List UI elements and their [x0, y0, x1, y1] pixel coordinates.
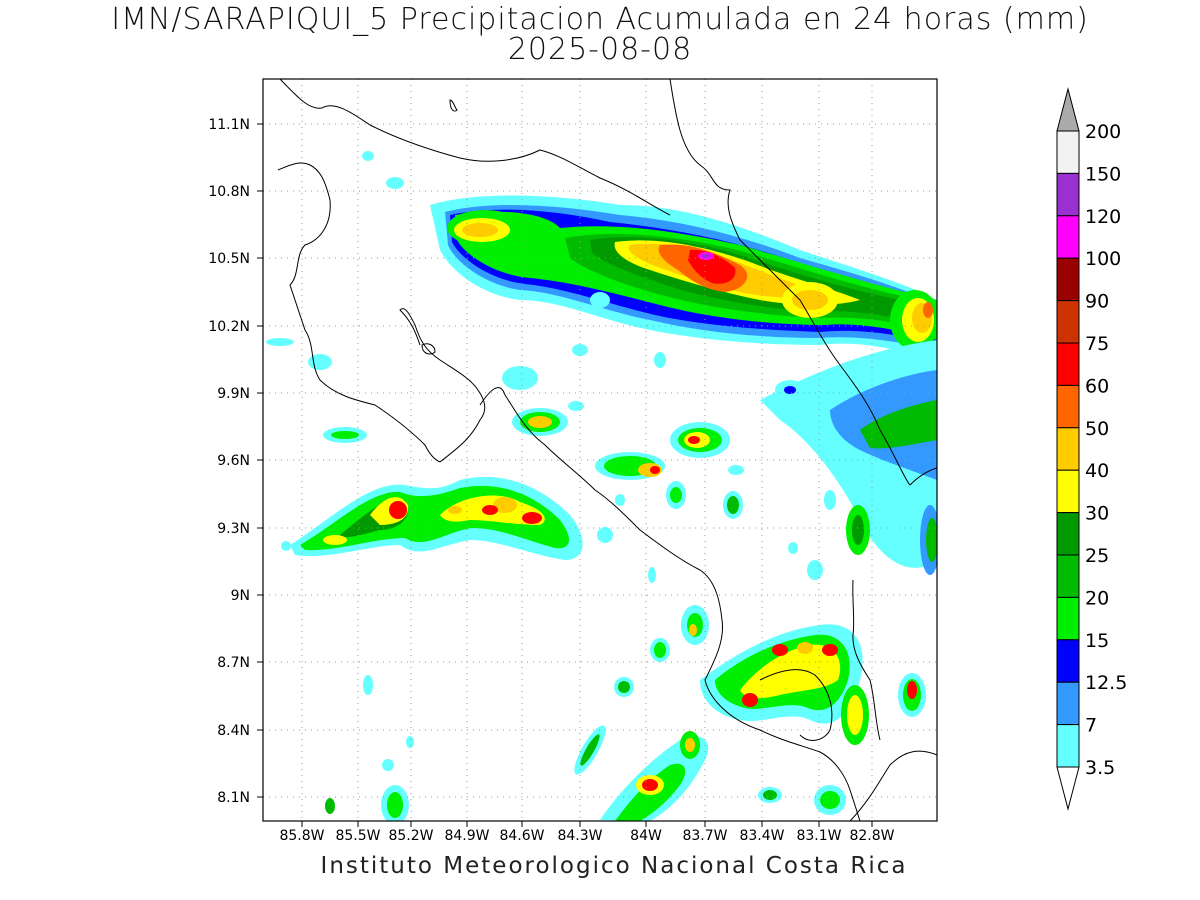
lon-tick-label: 84.6W [499, 828, 544, 844]
lat-tick-label: 8.1N [217, 790, 250, 806]
precip-blob-pacific-band [290, 476, 583, 560]
lat-tick-label: 9.6N [217, 453, 250, 469]
map-title: IMN/SARAPIQUI_5 Precipitacion Acumulada … [111, 2, 1089, 37]
lat-tick-label: 9N [231, 588, 250, 604]
colorbar-label: 50 [1085, 418, 1109, 440]
lon-tick-label: 82.8W [849, 828, 894, 844]
colorbar-swatch [1056, 596, 1080, 641]
lat-tick-label: 9.9N [217, 386, 250, 402]
colorbar-swatch [1056, 342, 1080, 386]
lon-tick-label: 84W [630, 828, 662, 844]
lon-tick-label: 83.7W [682, 828, 727, 844]
lat-tick-label: 9.3N [217, 521, 250, 537]
graticule [263, 79, 937, 821]
lat-tick-label: 8.4N [217, 723, 250, 739]
precip-blob-east [760, 340, 937, 575]
colorbar-swatch [1056, 512, 1080, 556]
lon-tick-label: 84.9W [444, 828, 489, 844]
lon-tick-label: 85.5W [335, 828, 380, 844]
colorbar-swatch [1056, 681, 1080, 726]
lat-tick-label: 10.2N [208, 319, 250, 335]
colorbar-swatch [1056, 384, 1080, 429]
colorbar-under-triangle [1056, 766, 1080, 811]
colorbar-swatch [1056, 130, 1080, 174]
lon-tick-label: 85.8W [279, 828, 324, 844]
coastline [277, 79, 937, 821]
colorbar-swatch [1056, 724, 1080, 768]
colorbar-swatch [1056, 469, 1080, 514]
colorbar-label: 200 [1085, 121, 1121, 143]
colorbar-swatch [1056, 427, 1080, 471]
colorbar-label: 150 [1085, 163, 1121, 185]
colorbar-label: 20 [1085, 587, 1109, 609]
precip-blob-central [323, 408, 743, 519]
precip-scattered-light [266, 151, 890, 771]
colorbar-label: 120 [1085, 206, 1121, 228]
colorbar-label: 100 [1085, 248, 1121, 270]
colorbar-label: 25 [1085, 545, 1109, 567]
colorbar-label: 30 [1085, 503, 1109, 525]
precip-blob-north-band [430, 195, 937, 360]
colorbar-label: 7 [1085, 715, 1097, 737]
axis-ticks [257, 123, 873, 827]
colorbar-label: 40 [1085, 460, 1109, 482]
colorbar-over-triangle [1056, 87, 1080, 132]
lat-tick-label: 8.7N [217, 655, 250, 671]
colorbar-swatch [1056, 639, 1080, 683]
colorbar-label: 75 [1085, 333, 1109, 355]
lat-tick-labels: 11.1N 10.8N 10.5N 10.2N 9.9N 9.6N 9.3N 9… [208, 117, 250, 806]
lon-tick-label: 85.2W [388, 828, 433, 844]
colorbar-label: 3.5 [1085, 757, 1115, 779]
precipitation-field [266, 151, 937, 821]
lat-tick-label: 10.8N [208, 184, 250, 200]
colorbar-swatch [1056, 172, 1080, 217]
map-date: 2025-08-08 [507, 32, 693, 67]
colorbar-swatch [1056, 554, 1080, 598]
lon-tick-label: 84.3W [557, 828, 602, 844]
colorbar-swatch [1056, 257, 1080, 302]
colorbar-label: 15 [1085, 630, 1109, 652]
colorbar-legend: 200 150 120 100 90 75 60 50 40 30 25 20 15 12.5 7 3.5 [1056, 87, 1127, 811]
colorbar-label: 90 [1085, 291, 1109, 313]
lat-tick-label: 10.5N [208, 251, 250, 267]
footer-credit: Instituto Meteorologico Nacional Costa R… [320, 853, 908, 879]
lon-tick-label: 83.4W [739, 828, 784, 844]
lat-tick-label: 11.1N [208, 117, 250, 133]
colorbar-label: 60 [1085, 375, 1109, 397]
colorbar-label: 12.5 [1085, 672, 1127, 694]
precip-blob-south [325, 605, 926, 821]
lon-tick-label: 83.1W [796, 828, 841, 844]
colorbar-swatch [1056, 300, 1080, 344]
lon-tick-labels: 85.8W 85.5W 85.2W 84.9W 84.6W 84.3W 84W … [279, 828, 894, 844]
colorbar-swatch [1056, 215, 1080, 259]
map-plot-area [262, 78, 938, 822]
